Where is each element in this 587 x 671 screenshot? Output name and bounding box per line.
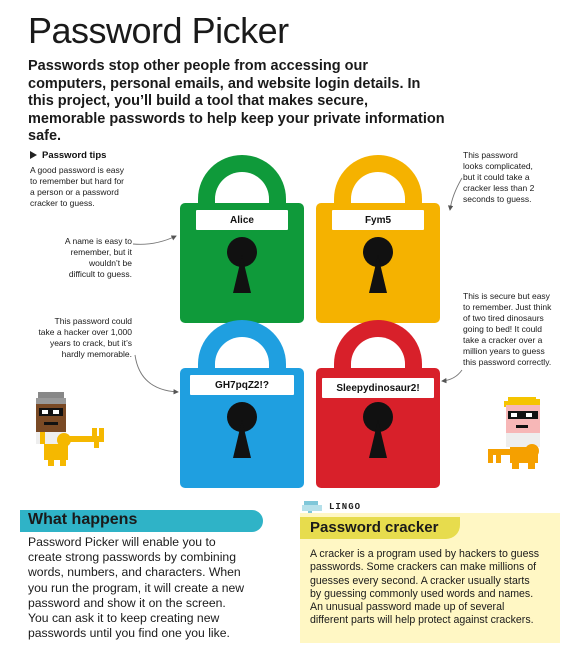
lingo-term-bar: Password cracker (300, 517, 460, 539)
password-plate: Sleepydinosaur2! (322, 378, 434, 398)
what-happens-header-bar (20, 510, 263, 532)
page-title: Password Picker (28, 10, 289, 51)
lingo-label: LINGO (329, 502, 362, 512)
password-plate: Fym5 (332, 210, 424, 230)
pixel-character-with-key (36, 392, 104, 466)
password-plate: GH7pqZ2!? (190, 375, 294, 395)
what-happens-heading: What happens (28, 511, 138, 528)
pixel-character-with-key (488, 397, 540, 469)
pixel-speech-icon (302, 501, 322, 513)
note-fym5: This password looks complicated, but it co… (463, 150, 535, 204)
triangle-bullet-icon (30, 151, 37, 160)
tips-intro-note: A good password is easy to remember but h… (30, 165, 125, 208)
lingo-term: Password cracker (310, 519, 439, 536)
note-sleepydinosaur: This is secure but easy to remember. Just… (463, 291, 552, 367)
lingo-definition: A cracker is a program used by hackers t… (310, 548, 540, 627)
password-tips-heading: Password tips (30, 150, 106, 161)
note-gh7pqz2: This password could take a hacker over 1,… (38, 316, 132, 359)
what-happens-text: Password Picker will enable you to creat… (28, 535, 245, 641)
note-alice: A name is easy to remember, but it wouldn’… (64, 236, 132, 279)
intro-paragraph: Passwords stop other people from accessi… (28, 58, 445, 144)
password-plate: Alice (196, 210, 288, 230)
tips-heading-label: Password tips (42, 150, 107, 161)
padlock-shackle (198, 155, 286, 215)
